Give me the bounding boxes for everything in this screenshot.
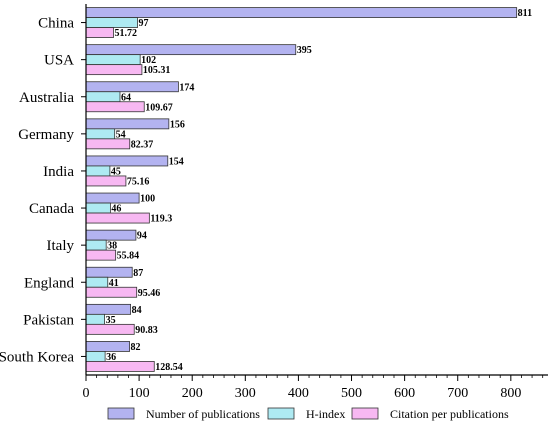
- bar-china-series-0: [85, 7, 518, 18]
- bar-pakistan-series-1: [85, 313, 105, 325]
- legend: Number of publications H-index Citation pe…: [107, 407, 509, 421]
- data-label-australia-series-1: 64: [121, 92, 131, 103]
- bar-canada-series-1: [85, 202, 111, 214]
- data-label-pakistan-series-1: 35: [106, 315, 116, 326]
- bar-usa-series-1: [85, 54, 141, 66]
- data-label-usa-series-2: 105.31: [143, 65, 171, 76]
- data-label-australia-series-2: 109.67: [145, 102, 173, 113]
- data-label-germany-series-1: 54: [116, 129, 126, 140]
- data-label-england-series-0: 87: [133, 268, 143, 279]
- bar-england-series-0: [85, 266, 133, 278]
- x-tick-label-800: 800: [500, 386, 521, 401]
- data-label-canada-series-2: 119.3: [150, 214, 172, 225]
- bar-australia-series-1: [85, 91, 121, 103]
- bar-pakistan-series-0: [85, 303, 132, 315]
- data-label-south-korea-series-0: 82: [131, 342, 141, 353]
- bar-italy-series-1: [85, 239, 107, 251]
- data-label-india-series-0: 154: [169, 156, 184, 167]
- x-tick-label-600: 600: [394, 386, 415, 401]
- category-label-england: England: [24, 275, 74, 291]
- data-label-usa-series-1: 102: [141, 55, 156, 66]
- data-label-pakistan-series-0: 84: [132, 305, 142, 316]
- data-label-italy-series-1: 38: [107, 241, 117, 252]
- data-label-south-korea-series-1: 36: [106, 352, 116, 363]
- bar-south-korea-series-0: [85, 341, 130, 352]
- legend-swatch-series-2: [351, 407, 379, 420]
- data-label-china-series-2: 51.72: [114, 28, 137, 39]
- bar-south-korea-series-1: [85, 351, 106, 362]
- data-label-usa-series-0: 395: [297, 45, 312, 56]
- bar-australia-series-2: [85, 101, 145, 113]
- bar-germany-series-0: [85, 118, 170, 130]
- bar-india-series-0: [85, 155, 169, 167]
- legend-swatch-series-0: [107, 407, 135, 420]
- legend-label-series-2: Citation per publications: [390, 407, 509, 421]
- bar-usa-series-2: [85, 64, 143, 76]
- category-label-china: China: [38, 16, 74, 32]
- bars-layer: [85, 7, 518, 372]
- bar-canada-series-0: [85, 192, 140, 204]
- data-label-italy-series-2: 55.84: [117, 251, 139, 262]
- x-tick-label-0: 0: [83, 386, 90, 401]
- legend-label-series-1: H-index: [306, 407, 345, 421]
- bar-india-series-1: [85, 165, 111, 177]
- category-label-usa: USA: [44, 53, 74, 69]
- legend-label-series-0: Number of publications: [146, 407, 260, 421]
- x-tick-label-200: 200: [182, 386, 203, 401]
- data-label-england-series-2: 95.46: [138, 288, 161, 299]
- category-label-south-korea: South Korea: [0, 349, 74, 365]
- bar-china-series-1: [85, 17, 138, 28]
- data-label-india-series-2: 75.16: [127, 176, 150, 187]
- data-label-germany-series-0: 156: [170, 119, 185, 130]
- bar-usa-series-0: [85, 44, 297, 56]
- bar-germany-series-1: [85, 128, 116, 140]
- category-label-germany: Germany: [18, 127, 74, 143]
- x-tick-label-700: 700: [447, 386, 468, 401]
- bar-australia-series-0: [85, 81, 179, 93]
- data-label-canada-series-0: 100: [140, 194, 155, 205]
- category-label-italy: Italy: [47, 238, 75, 254]
- bar-italy-series-0: [85, 229, 137, 241]
- bar-china-series-2: [85, 27, 114, 38]
- x-tick-label-500: 500: [341, 386, 362, 401]
- axes-layer: China USA Australia Germany India Canada Italy…: [0, 4, 548, 401]
- bar-south-korea-series-2: [85, 361, 155, 372]
- data-label-england-series-1: 41: [109, 278, 119, 289]
- data-label-china-series-0: 811: [518, 8, 532, 19]
- x-tick-label-100: 100: [129, 386, 150, 401]
- data-label-pakistan-series-2: 90.83: [135, 325, 158, 336]
- category-label-canada: Canada: [29, 201, 74, 217]
- data-label-germany-series-2: 82.37: [131, 139, 154, 150]
- bar-england-series-2: [85, 286, 138, 298]
- data-label-china-series-1: 97: [139, 18, 149, 29]
- category-label-pakistan: Pakistan: [23, 312, 74, 328]
- category-label-india: India: [43, 164, 74, 180]
- data-label-india-series-1: 45: [111, 166, 121, 177]
- x-tick-label-300: 300: [235, 386, 256, 401]
- category-label-australia: Australia: [19, 90, 74, 106]
- data-label-italy-series-0: 94: [137, 231, 147, 242]
- data-label-australia-series-0: 174: [179, 82, 194, 93]
- legend-swatch-series-1: [267, 407, 295, 420]
- data-label-south-korea-series-2: 128.54: [155, 362, 183, 373]
- bar-england-series-1: [85, 276, 109, 288]
- data-label-canada-series-1: 46: [111, 204, 121, 215]
- x-tick-label-400: 400: [288, 386, 309, 401]
